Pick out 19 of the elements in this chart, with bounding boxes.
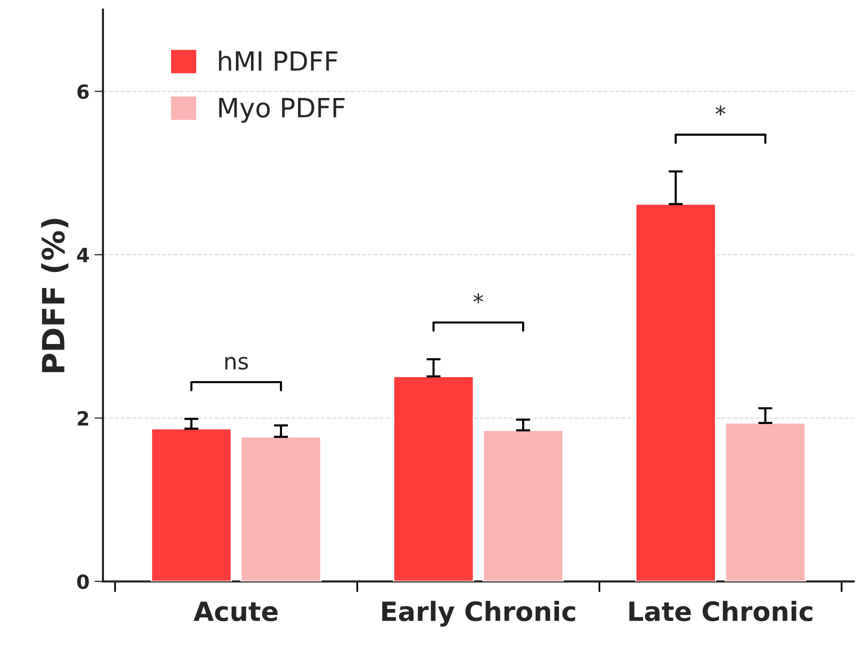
x-tick-label: Late Chronic bbox=[629, 600, 812, 622]
bar bbox=[240, 436, 322, 582]
annotation: * bbox=[716, 105, 726, 116]
annotation: ns bbox=[225, 356, 248, 370]
x-tick-label: Early Chronic bbox=[382, 600, 576, 627]
x-tick-label: Acute bbox=[194, 602, 278, 622]
bar bbox=[482, 430, 564, 582]
y-tick-label: 6 bbox=[77, 84, 89, 100]
y-axis-title: PDFF (%) bbox=[41, 218, 68, 372]
legend-label: hMI PDFF bbox=[219, 50, 338, 71]
y-tick-label: 2 bbox=[78, 411, 88, 426]
bar bbox=[150, 428, 232, 582]
y-tick-label: 4 bbox=[77, 248, 89, 262]
bar bbox=[724, 422, 806, 582]
bar bbox=[635, 203, 716, 582]
y-tick-label: 0 bbox=[77, 574, 89, 590]
annotation: * bbox=[473, 293, 484, 304]
bar bbox=[392, 376, 474, 582]
legend-label: Myo PDFF bbox=[219, 98, 345, 123]
